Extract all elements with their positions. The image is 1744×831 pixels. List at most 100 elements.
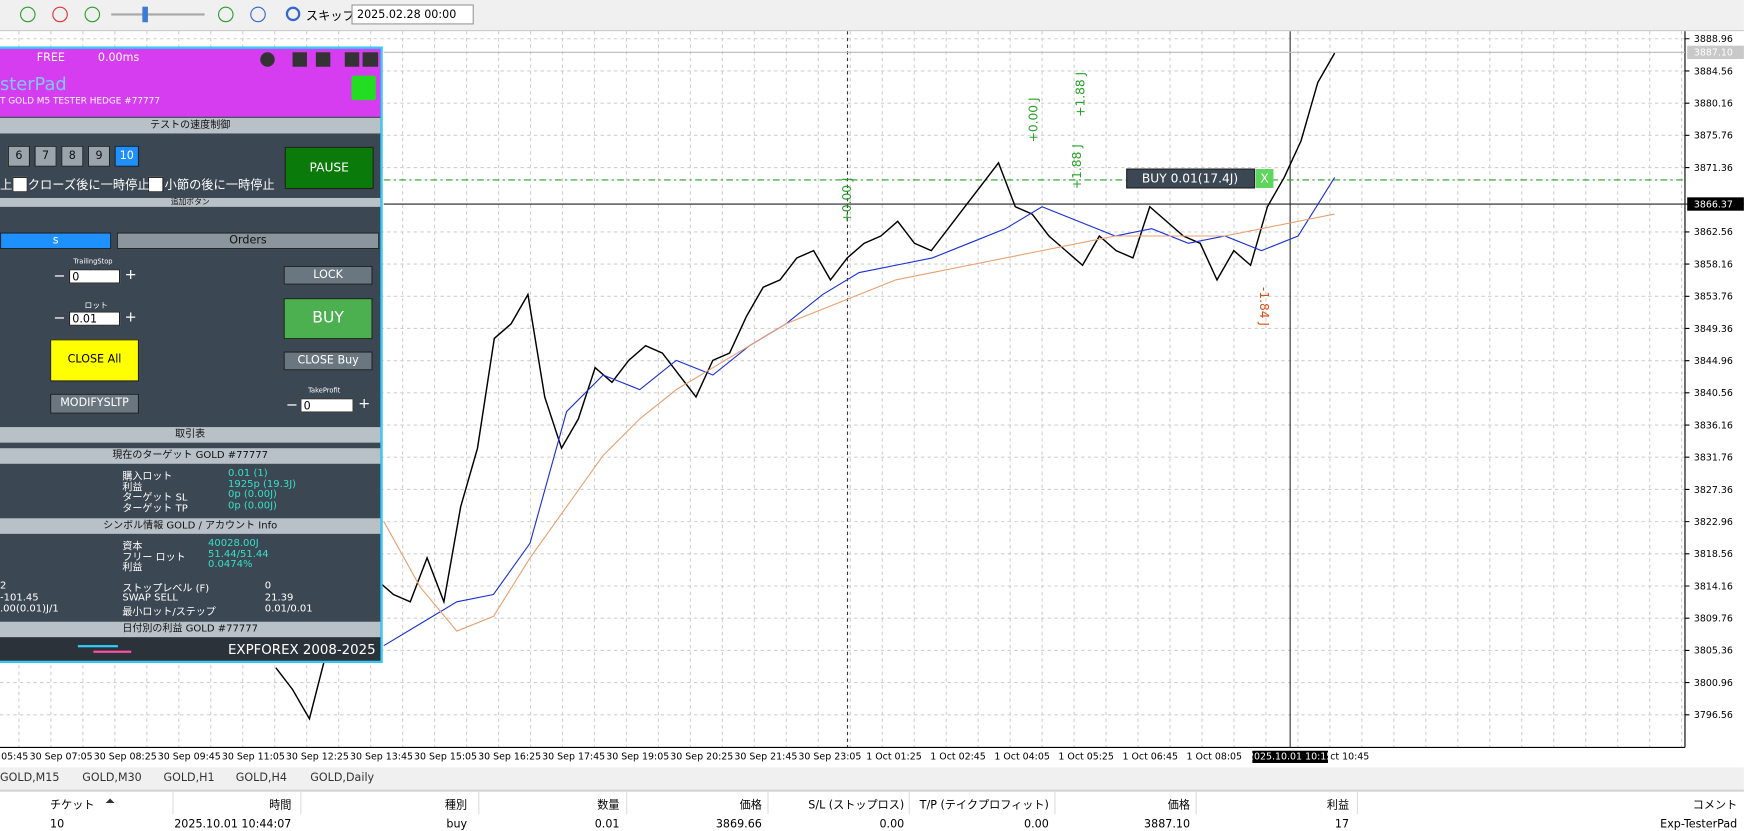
time-cursor-box <box>1252 750 1328 763</box>
panel-footer <box>0 637 381 661</box>
x-tick-label: 30 Sep 08:25 <box>94 752 157 763</box>
speed-slider[interactable] <box>111 13 205 16</box>
lot-input[interactable]: 0.01 <box>68 311 121 326</box>
table-cell: 0.01 <box>594 818 620 831</box>
column-header[interactable]: 数量 <box>597 799 620 812</box>
y-tick-label: 3809.76 <box>1694 614 1733 625</box>
section-bar: 現在のターゲット GOLD #77777 <box>0 448 381 464</box>
speed-button[interactable]: 6 <box>7 145 31 167</box>
modify-button[interactable]: MODIFYSLTP <box>50 393 140 414</box>
slider-thumb[interactable] <box>142 6 148 23</box>
minus[interactable]: − <box>53 310 66 327</box>
y-tick-label: 3805.36 <box>1694 646 1733 657</box>
trade-annotation: +0.00 J <box>840 178 854 223</box>
info-label: 利益 <box>122 563 143 575</box>
column-header[interactable]: 時間 <box>269 799 292 812</box>
info-label: フリー ロット <box>122 552 186 564</box>
tp-input[interactable]: 0 <box>300 398 354 413</box>
trade-annotation: +1.88 J <box>1070 144 1084 189</box>
order-label: BUY 0.01(17.4J) <box>1142 171 1238 185</box>
tab[interactable]: s <box>0 232 112 250</box>
chart-tab[interactable]: GOLD,M30 <box>82 771 142 785</box>
column-header[interactable]: 価格 <box>1167 799 1191 812</box>
x-tick-label: 30 Sep 20:25 <box>670 752 733 763</box>
x-tick-label: 30 Sep 13:45 <box>350 752 413 763</box>
x-tick-label: 30 Sep 16:25 <box>478 752 541 763</box>
speed-button[interactable]: 10 <box>114 145 140 167</box>
latency: 0.00ms <box>97 52 140 65</box>
tab[interactable]: Orders <box>116 232 380 250</box>
col-sep <box>1356 791 1358 815</box>
speed-button[interactable]: 9 <box>87 145 111 167</box>
speed-button[interactable]: 8 <box>61 145 84 167</box>
date-input[interactable]: 2025.02.28 00:00 <box>351 4 474 25</box>
chart-tab[interactable]: GOLD,Daily <box>310 771 375 785</box>
chart-tab[interactable]: GOLD,H4 <box>235 771 287 785</box>
section-bar: 追加ボタン <box>0 197 381 207</box>
minimize-icon[interactable] <box>344 52 360 67</box>
pause-button[interactable]: PAUSE <box>284 146 374 190</box>
close-icon[interactable] <box>362 52 379 67</box>
col-sep <box>172 791 174 815</box>
help-icon[interactable] <box>292 52 307 67</box>
field-label: TakeProfit <box>308 387 341 395</box>
settings-icon[interactable] <box>315 52 331 67</box>
table-cell: buy <box>446 818 468 831</box>
chart-tab[interactable]: GOLD,M15 <box>0 771 60 785</box>
y-tick-label: 3871.36 <box>1694 163 1733 174</box>
col-sep <box>1054 791 1056 815</box>
column-header[interactable]: T/P (テイクプロフィット) <box>919 799 1049 812</box>
checkbox[interactable] <box>12 176 28 193</box>
x-tick-label: 30 Sep 07:05 <box>30 752 93 763</box>
x-tick-label: 1 Oct 02:45 <box>930 752 986 763</box>
logo <box>93 650 132 653</box>
x-tick-label: 30 Sep 23:05 <box>798 752 861 763</box>
forward-button[interactable] <box>217 6 234 23</box>
order-close-box <box>1255 169 1274 188</box>
info-value: 51.44/51.44 <box>207 549 269 561</box>
x-tick-label: ct 10:45 <box>1330 752 1369 763</box>
column-header[interactable]: S/L (ストップロス) <box>808 799 905 812</box>
step-button[interactable] <box>250 6 266 23</box>
ma-slow-line <box>383 213 1335 632</box>
play-button[interactable] <box>20 6 36 23</box>
skip-label[interactable]: スキップ <box>305 8 355 24</box>
checkbox[interactable] <box>147 176 164 193</box>
minus[interactable]: − <box>285 397 298 414</box>
close-all-button[interactable]: CLOSE All <box>50 339 140 382</box>
section-bar: 取引表 <box>0 427 381 443</box>
order-box <box>1126 168 1256 189</box>
column-header[interactable]: コメント <box>1692 799 1738 812</box>
y-tick-label: 3836.16 <box>1694 420 1733 431</box>
speed-button[interactable]: 7 <box>34 145 57 167</box>
table-cell: 0.00 <box>1024 818 1049 831</box>
plus[interactable]: + <box>124 266 137 284</box>
buy-button[interactable]: BUY <box>283 298 373 340</box>
close-buy-button[interactable]: CLOSE Buy <box>283 351 373 371</box>
stop-button[interactable] <box>52 6 68 23</box>
info-icon[interactable] <box>260 52 275 67</box>
column-header[interactable]: 種別 <box>444 799 468 812</box>
plus[interactable]: + <box>124 309 137 326</box>
y-tick-label: 3844.96 <box>1694 356 1733 367</box>
rewind-button[interactable] <box>84 6 101 23</box>
chart-tab[interactable]: GOLD,H1 <box>163 771 215 785</box>
col-sep <box>300 791 302 815</box>
info-value: 0.01/0.01 <box>264 603 313 616</box>
trailing-input[interactable]: 0 <box>68 269 121 284</box>
lock-button[interactable]: LOCK <box>283 265 373 285</box>
section-bar: 日付別の利益 GOLD #77777 <box>0 621 381 638</box>
info-value: 2 <box>0 580 7 592</box>
x-tick-label: 30 Sep 15:05 <box>414 752 477 763</box>
plus[interactable]: + <box>358 395 371 413</box>
sort-arrow <box>105 798 115 804</box>
toolbar: スキップ 2025.02.28 00:00 <box>0 0 1744 32</box>
minus[interactable]: − <box>53 268 66 285</box>
column-header[interactable]: 価格 <box>739 799 762 812</box>
column-header[interactable]: チケット <box>50 799 95 812</box>
x-tick-label: 30 Sep 11:05 <box>222 752 285 763</box>
info-label: ストップレベル (F) <box>122 583 210 596</box>
info-value: 21.39 <box>264 592 294 604</box>
column-header[interactable]: 利益 <box>1326 799 1350 812</box>
order-close: X <box>1260 171 1268 185</box>
